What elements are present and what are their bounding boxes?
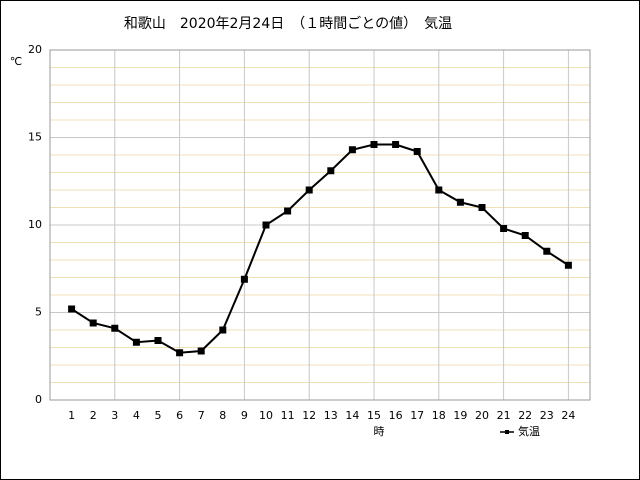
data-point: [197, 347, 205, 355]
data-point: [564, 261, 572, 269]
data-point: [478, 204, 486, 211]
x-axis-label: 時: [374, 425, 385, 438]
x-tick-label: 17: [410, 409, 424, 422]
x-tick-label: 21: [497, 409, 511, 422]
plot-border: [49, 49, 591, 401]
y-tick-label: 5: [35, 306, 42, 319]
x-tick-label: 18: [432, 409, 446, 422]
x-tick-label: 9: [241, 409, 248, 422]
x-tick-label: 7: [198, 409, 205, 422]
x-tick-label: 4: [133, 409, 140, 422]
x-tick-label: 14: [345, 409, 359, 422]
x-tick-label: 12: [302, 409, 316, 422]
x-tick-label: 20: [475, 409, 489, 422]
data-point: [219, 326, 227, 334]
x-tick-label: 23: [540, 409, 554, 422]
data-point: [262, 221, 270, 229]
data-point: [413, 148, 421, 155]
x-tick-label: 8: [219, 409, 226, 422]
data-point: [435, 186, 443, 194]
x-tick-label: 6: [176, 409, 183, 422]
x-tick-label: 16: [389, 409, 403, 422]
x-tick-label: 1: [68, 409, 75, 422]
x-tick-label: 3: [111, 409, 118, 422]
data-point: [521, 232, 529, 239]
data-point: [370, 141, 378, 148]
series-line: [71, 143, 569, 354]
legend-marker: [505, 430, 509, 434]
data-point: [456, 198, 464, 206]
data-point: [68, 305, 76, 313]
y-tick-label: 20: [28, 43, 42, 56]
data-point: [348, 146, 356, 154]
data-point: [240, 275, 248, 283]
data-point: [284, 207, 292, 215]
x-tick-label: 22: [518, 409, 532, 422]
x-tick-label: 24: [561, 409, 575, 422]
x-tick-label: 11: [281, 409, 295, 422]
data-point: [327, 167, 335, 175]
y-tick-label: 0: [35, 393, 42, 406]
data-point: [305, 186, 313, 194]
x-tick-label: 13: [324, 409, 338, 422]
y-tick-label: 15: [28, 131, 42, 144]
y-axis-label: ℃: [10, 55, 22, 68]
y-tick-label: 10: [28, 218, 42, 231]
data-point: [543, 247, 551, 255]
data-point: [154, 337, 162, 344]
data-point: [89, 319, 97, 327]
x-tick-label: 15: [367, 409, 381, 422]
data-point: [392, 141, 400, 148]
x-tick-label: 5: [155, 409, 162, 422]
data-point: [176, 349, 184, 357]
data-point: [500, 225, 508, 232]
x-tick-label: 10: [259, 409, 273, 422]
x-tick-label: 2: [90, 409, 97, 422]
data-point: [111, 324, 119, 332]
x-tick-label: 19: [453, 409, 467, 422]
legend-label: 気温: [518, 424, 540, 438]
chart-title: 和歌山 2020年2月24日 （１時間ごとの値） 気温: [124, 16, 452, 32]
data-point: [132, 338, 140, 346]
